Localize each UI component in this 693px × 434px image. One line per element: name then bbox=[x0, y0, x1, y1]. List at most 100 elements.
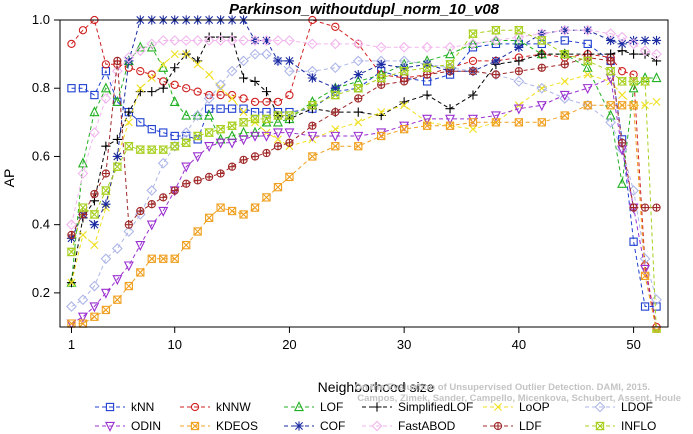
data-point-simplifiedlof bbox=[147, 87, 157, 97]
data-point-simplifiedlof bbox=[353, 107, 363, 117]
series-kdeos bbox=[67, 101, 661, 333]
data-point-cof bbox=[101, 199, 111, 209]
data-point-simplifiedlof bbox=[250, 76, 260, 86]
data-point-inflo bbox=[468, 29, 478, 38]
x-tick-label: 40 bbox=[512, 337, 526, 352]
data-point-odin bbox=[112, 275, 123, 286]
data-point-kdeos bbox=[308, 152, 317, 161]
data-point-odin bbox=[77, 312, 88, 323]
data-point-odin bbox=[330, 131, 341, 142]
data-point-knn bbox=[170, 131, 179, 141]
data-point-cof bbox=[261, 35, 272, 46]
data-point-ldof bbox=[100, 253, 112, 265]
data-point-fastabod bbox=[238, 35, 249, 46]
legend-label-kdeos: KDEOS bbox=[216, 419, 258, 433]
data-point-kdeos bbox=[170, 254, 179, 263]
data-point-ldf bbox=[640, 203, 650, 212]
data-point-knnw bbox=[617, 67, 627, 76]
data-point-odin bbox=[227, 138, 238, 149]
data-point-ldf bbox=[514, 67, 524, 76]
data-point-knnw bbox=[182, 84, 191, 93]
data-point-cof bbox=[124, 56, 134, 66]
data-point-odin bbox=[238, 135, 249, 146]
legend-marker-fastabod bbox=[371, 420, 383, 432]
data-point-cof bbox=[560, 25, 570, 35]
legend-label-cof: COF bbox=[320, 419, 345, 433]
data-point-ldof bbox=[215, 79, 226, 91]
data-point-ldf bbox=[422, 70, 432, 79]
data-point-fastabod bbox=[226, 35, 238, 46]
data-point-kdeos bbox=[377, 131, 386, 141]
y-tick-label: 0.4 bbox=[32, 217, 50, 232]
data-point-knnw bbox=[331, 22, 340, 31]
data-point-lof bbox=[261, 116, 272, 127]
data-point-fastabod bbox=[100, 93, 112, 104]
data-point-ldf bbox=[354, 94, 363, 103]
series-line-fastabod bbox=[71, 29, 657, 225]
data-point-ldf bbox=[400, 77, 409, 86]
legend-item-lof: LOF bbox=[284, 400, 343, 414]
data-point-cof bbox=[651, 35, 662, 46]
data-point-ldf bbox=[136, 206, 145, 216]
data-point-odin bbox=[640, 264, 651, 275]
data-point-inflo bbox=[123, 142, 134, 151]
data-point-simplifiedlof bbox=[628, 49, 639, 59]
series-line-odin bbox=[71, 77, 657, 331]
legend-label-knn: kNN bbox=[131, 400, 154, 414]
data-point-lof bbox=[617, 177, 628, 188]
data-point-ldof bbox=[284, 65, 295, 77]
data-point-fastabod bbox=[261, 35, 272, 46]
data-point-kdeos bbox=[113, 295, 122, 304]
data-point-odin bbox=[376, 128, 387, 139]
data-point-ldf bbox=[308, 121, 317, 130]
data-point-fastabod bbox=[490, 35, 502, 46]
data-point-knnw bbox=[216, 90, 225, 100]
data-point-loop bbox=[560, 77, 569, 86]
data-point-ldf bbox=[629, 203, 638, 212]
data-point-inflo bbox=[422, 63, 433, 72]
data-point-loop bbox=[182, 50, 191, 59]
data-point-inflo bbox=[617, 77, 628, 86]
data-point-odin bbox=[399, 121, 410, 132]
y-tick-label: 1.0 bbox=[32, 12, 50, 27]
legend-label-odin: ODIN bbox=[131, 419, 161, 433]
data-point-ldof bbox=[89, 280, 100, 292]
data-point-cof bbox=[273, 56, 283, 66]
watermark-line-1: On the Evaluation of Unsupervised Outlie… bbox=[354, 382, 650, 393]
legend-marker-knn bbox=[105, 402, 115, 412]
legend-marker-lof bbox=[294, 401, 304, 412]
data-point-knnw bbox=[273, 97, 283, 107]
data-point-inflo bbox=[582, 56, 593, 66]
data-point-simplifiedlof bbox=[261, 87, 272, 97]
legend-item-simplifiedlof: SimplifiedLOF bbox=[362, 400, 473, 414]
data-point-ldof bbox=[203, 93, 215, 104]
data-point-inflo bbox=[112, 162, 123, 171]
data-point-odin bbox=[135, 240, 146, 251]
data-point-knn bbox=[136, 118, 145, 127]
data-point-lof bbox=[158, 61, 169, 72]
data-point-knnw bbox=[78, 26, 88, 35]
data-point-ldf bbox=[182, 179, 191, 188]
x-tick-label: 30 bbox=[397, 337, 411, 352]
data-point-lof bbox=[181, 109, 192, 120]
data-point-odin bbox=[467, 114, 478, 125]
data-point-inflo bbox=[284, 111, 295, 120]
data-point-knn bbox=[629, 237, 638, 246]
data-point-inflo bbox=[353, 84, 364, 93]
data-point-fastabod bbox=[123, 52, 135, 63]
data-point-simplifiedlof bbox=[537, 49, 547, 59]
data-point-loop bbox=[124, 118, 133, 127]
data-point-knn bbox=[67, 84, 76, 93]
data-point-kdeos bbox=[273, 182, 283, 192]
legend-marker-kdeos bbox=[190, 421, 200, 431]
data-point-odin bbox=[272, 128, 283, 139]
data-point-simplifiedlof bbox=[445, 104, 455, 114]
data-point-kdeos bbox=[204, 213, 214, 222]
data-point-odin bbox=[204, 142, 215, 153]
data-point-ldof bbox=[639, 253, 651, 265]
legend-item-kdeos: KDEOS bbox=[180, 419, 258, 433]
y-tick-label: 0.8 bbox=[32, 80, 50, 95]
data-point-ldf bbox=[101, 169, 111, 178]
data-point-simplifiedlof bbox=[422, 90, 432, 100]
data-point-inflo bbox=[640, 77, 650, 86]
